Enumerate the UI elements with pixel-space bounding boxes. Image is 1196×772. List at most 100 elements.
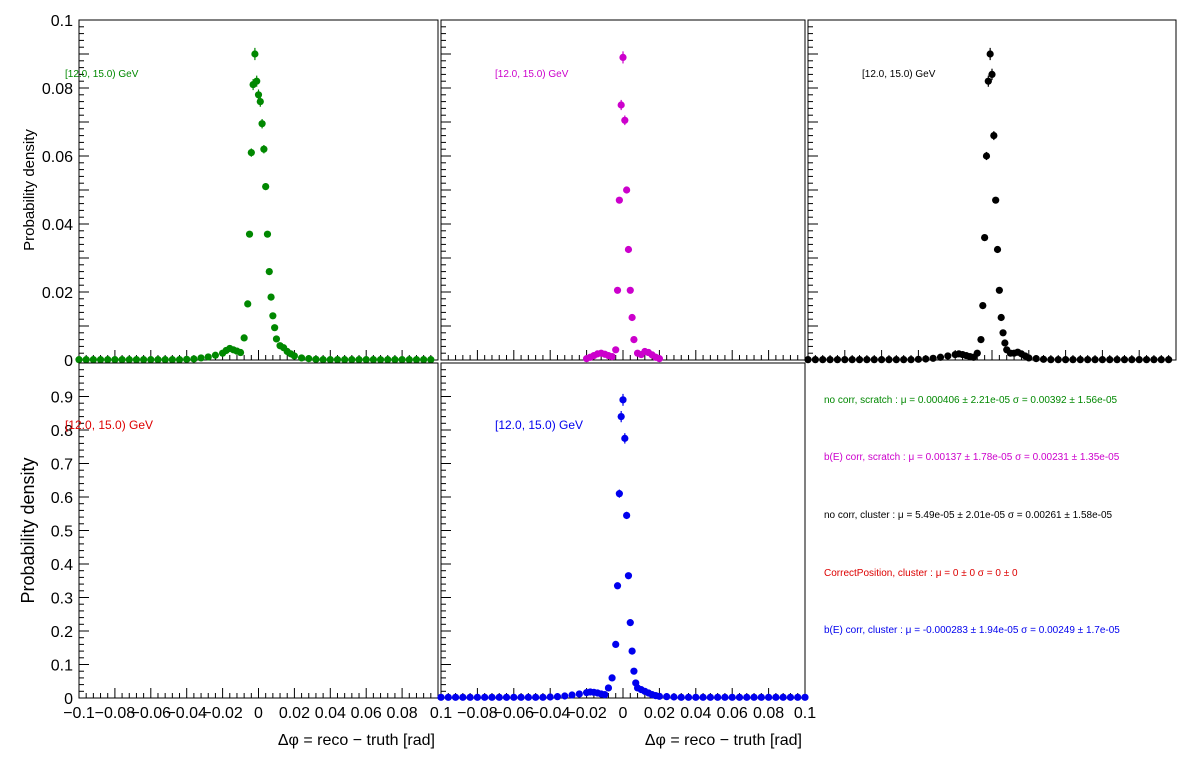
data-point [992, 196, 1000, 204]
data-point [517, 693, 525, 701]
data-point [451, 693, 460, 701]
data-point [161, 356, 169, 364]
data-point [211, 351, 220, 359]
data-point [265, 268, 273, 276]
series-points [75, 47, 435, 364]
data-point [236, 348, 245, 357]
data-point [568, 691, 576, 699]
data-point [502, 693, 511, 701]
data-point [612, 346, 620, 354]
data-point [907, 356, 915, 364]
data-point [524, 693, 532, 701]
x-tick-label: 0.06 [717, 705, 748, 722]
x-tick-label: 0 [619, 705, 628, 722]
x-tick-label: 0.04 [680, 705, 711, 722]
data-point [420, 356, 428, 364]
y-tick-label: 0.8 [51, 423, 73, 440]
data-point [973, 349, 981, 357]
data-point [999, 329, 1007, 337]
data-point [481, 693, 489, 701]
x-axis-label: Δφ = reco − truth [rad] [645, 732, 802, 749]
data-point [272, 335, 281, 343]
y-tick-label: 0.5 [51, 524, 73, 541]
data-point [1076, 356, 1084, 364]
data-point [706, 693, 714, 701]
legend-entry: no corr, cluster : μ = 5.49e-05 ± 2.01e-… [824, 510, 1113, 521]
x-tick-label: 0.04 [315, 705, 346, 722]
data-point [630, 667, 638, 675]
data-point [96, 356, 105, 364]
data-point [1106, 356, 1114, 364]
data-point [677, 693, 685, 701]
data-point [118, 356, 126, 364]
data-point [1150, 356, 1158, 364]
x-tick-label: −0.08 [457, 705, 498, 722]
data-point [297, 354, 306, 362]
data-point [532, 693, 540, 701]
data-point [197, 354, 205, 362]
data-point [437, 693, 445, 701]
data-point [663, 693, 671, 701]
data-point [1001, 339, 1009, 347]
data-point [82, 356, 90, 364]
data-point [619, 396, 627, 404]
data-point [819, 356, 827, 364]
data-point [1032, 355, 1040, 363]
data-point [333, 356, 342, 364]
data-point [892, 356, 900, 364]
data-point [245, 230, 254, 238]
data-point [617, 101, 625, 109]
y-tick-label: 0 [64, 353, 73, 370]
data-point [623, 511, 631, 520]
x-tick-label: 0.08 [387, 705, 418, 722]
data-point [750, 693, 758, 701]
data-point [981, 234, 989, 242]
data-point [914, 355, 923, 363]
x-tick-label: 0.02 [279, 705, 310, 722]
x-tick-label: 0.1 [794, 705, 816, 722]
y-axis-label: Probability density [18, 457, 38, 603]
legend-entry: b(E) corr, scratch : μ = 0.00137 ± 1.78e… [824, 452, 1120, 463]
data-point [995, 286, 1003, 294]
data-point [244, 300, 252, 308]
data-point [684, 693, 693, 701]
x-tick-label: −0.06 [494, 705, 535, 722]
data-point [1084, 356, 1092, 364]
energy-range-label: [12.0, 15.0) GeV [862, 69, 936, 80]
legend-entry: no corr, scratch : μ = 0.000406 ± 2.21e-… [824, 395, 1118, 406]
data-point [254, 91, 263, 99]
data-point [670, 693, 678, 701]
data-point [721, 693, 729, 701]
data-point [624, 245, 633, 254]
data-point [473, 693, 481, 701]
y-tick-label: 0 [64, 691, 73, 708]
data-point [168, 356, 176, 364]
data-point [608, 353, 616, 361]
y-axis-label: Probability density [21, 129, 38, 251]
x-tick-label: −0.06 [131, 705, 172, 722]
data-point [612, 640, 620, 649]
data-point [427, 356, 435, 364]
legend-entry: CorrectPosition, cluster : μ = 0 ± 0 σ =… [824, 568, 1018, 579]
data-point [990, 132, 998, 140]
data-point [848, 356, 856, 364]
data-point [561, 692, 569, 700]
data-point [175, 356, 184, 364]
y-tick-label: 0.3 [51, 591, 73, 608]
y-tick-label: 0.08 [42, 81, 73, 98]
data-point [1157, 356, 1165, 364]
data-point [267, 293, 275, 301]
data-point [1062, 356, 1070, 364]
data-point [997, 313, 1005, 322]
data-point [553, 693, 562, 701]
data-point [841, 356, 849, 364]
data-point [655, 355, 664, 363]
y-tick-label: 0.06 [42, 149, 73, 166]
panels: 0 0.02 0.04 0.06 0.08 0.1 Probability density [… [18, 13, 1177, 749]
data-point [546, 693, 554, 701]
panel-bottom-left: 00.10.20.30.40.50.60.70.80.9−0.1 −0.08−0.… [18, 362, 439, 749]
data-point [617, 413, 625, 421]
y-tick-label: 0.4 [51, 557, 73, 574]
data-point [412, 356, 421, 364]
y-tick-label: 0.6 [51, 490, 73, 507]
